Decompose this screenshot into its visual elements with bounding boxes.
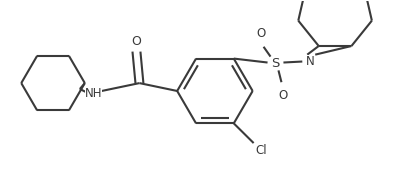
Text: O: O — [132, 35, 141, 48]
Text: NH: NH — [85, 87, 103, 100]
Text: Cl: Cl — [256, 144, 267, 158]
Text: O: O — [256, 27, 265, 40]
Text: O: O — [279, 88, 288, 101]
Text: N: N — [306, 55, 315, 68]
Text: S: S — [271, 57, 280, 70]
